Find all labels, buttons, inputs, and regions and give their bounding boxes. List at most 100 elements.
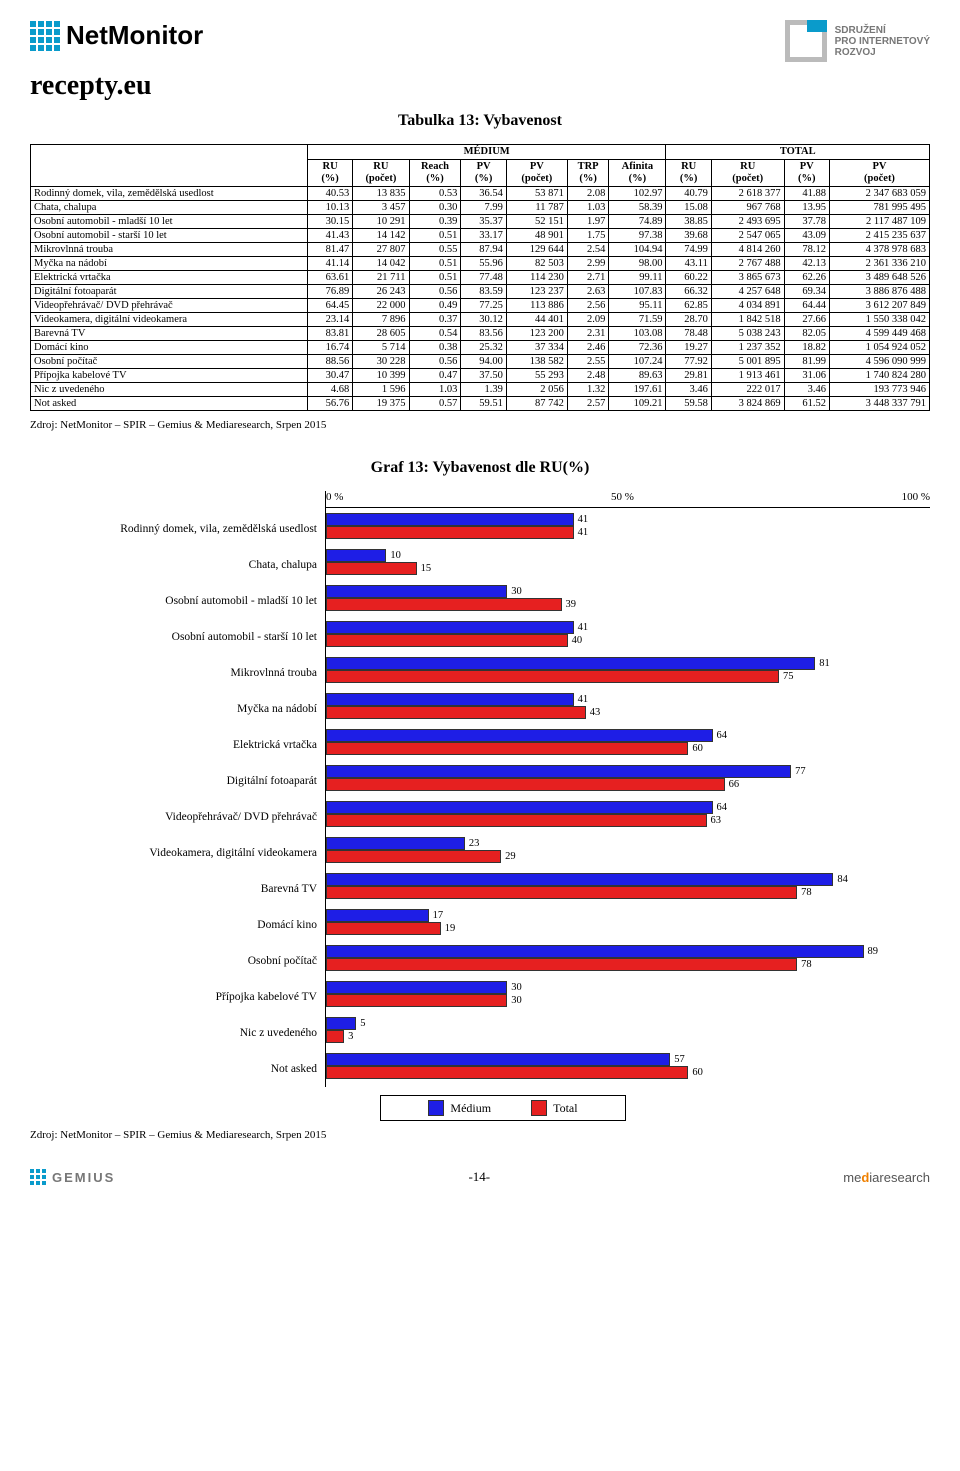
- footer-left-text: GEMIUS: [52, 1170, 115, 1185]
- legend-total-label: Total: [553, 1101, 578, 1116]
- cell: 0.51: [409, 257, 461, 271]
- axis-tick-100: 100 %: [902, 491, 930, 503]
- cell: 7.99: [461, 201, 506, 215]
- cell: 4 596 090 999: [829, 355, 929, 369]
- bar-total: [326, 958, 797, 971]
- footer-gemius-logo: GEMIUS: [30, 1169, 115, 1185]
- cell: 82 503: [506, 257, 567, 271]
- cell: 3.46: [666, 383, 711, 397]
- chart-category-label: Barevná TV: [30, 871, 325, 907]
- cell: 4 378 978 683: [829, 243, 929, 257]
- bar-value: 89: [868, 946, 879, 957]
- chart-category-label: Rodinný domek, vila, zemědělská usedlost: [30, 511, 325, 547]
- cell: 1 842 518: [711, 313, 784, 327]
- cell: 102.97: [609, 187, 666, 201]
- page-footer: GEMIUS -14- mediaresearch: [30, 1161, 930, 1185]
- cell: 35.37: [461, 215, 506, 229]
- cell: 3 824 869: [711, 397, 784, 411]
- chart-category-label: Přípojka kabelové TV: [30, 979, 325, 1015]
- cell: 62.26: [784, 271, 829, 285]
- footer-mediaresearch-logo: mediaresearch: [843, 1170, 930, 1185]
- netmonitor-logo: NetMonitor: [30, 20, 203, 51]
- cell: 19 375: [353, 397, 409, 411]
- chart: Rodinný domek, vila, zemědělská usedlost…: [30, 491, 930, 1087]
- cell: 0.53: [409, 187, 461, 201]
- row-label: Osobní automobil - mladší 10 let: [31, 215, 308, 229]
- cell: 40.53: [307, 187, 352, 201]
- cell: 3 448 337 791: [829, 397, 929, 411]
- cell: 78.48: [666, 327, 711, 341]
- footer-dots-icon: [30, 1169, 46, 1185]
- cell: 10 399: [353, 369, 409, 383]
- bar-total: [326, 670, 779, 683]
- cell: 56.76: [307, 397, 352, 411]
- bar-value: 63: [711, 815, 722, 826]
- chart-category-label: Videokamera, digitální videokamera: [30, 835, 325, 871]
- cell: 55 293: [506, 369, 567, 383]
- bar-medium: [326, 765, 791, 778]
- row-label: Elektrická vrtačka: [31, 271, 308, 285]
- bar-value: 66: [729, 779, 740, 790]
- bar-value: 57: [674, 1054, 685, 1065]
- cell: 2 347 683 059: [829, 187, 929, 201]
- cell: 40.79: [666, 187, 711, 201]
- cell: 82.05: [784, 327, 829, 341]
- cell: 2 361 336 210: [829, 257, 929, 271]
- bar-total: [326, 706, 586, 719]
- column-header: RU (počet): [353, 160, 409, 187]
- cell: 0.56: [409, 285, 461, 299]
- cell: 2 618 377: [711, 187, 784, 201]
- cell: 2.54: [567, 243, 609, 257]
- cell: 1 237 352: [711, 341, 784, 355]
- th-group-medium: MÉDIUM: [307, 145, 666, 160]
- cell: 109.21: [609, 397, 666, 411]
- cell: 13.95: [784, 201, 829, 215]
- bar-group: 1719: [326, 904, 930, 940]
- bar-total: [326, 742, 688, 755]
- table-row: Videopřehrávač/ DVD přehrávač64.4522 000…: [31, 299, 930, 313]
- cell: 104.94: [609, 243, 666, 257]
- cell: 0.54: [409, 327, 461, 341]
- chart-legend: Médium Total: [380, 1095, 626, 1121]
- cell: 42.13: [784, 257, 829, 271]
- cell: 4 257 648: [711, 285, 784, 299]
- cell: 2.31: [567, 327, 609, 341]
- axis-tick-0: 0 %: [326, 491, 343, 503]
- chart-x-axis: 0 % 50 % 100 %: [326, 491, 930, 508]
- cell: 2.99: [567, 257, 609, 271]
- bar-medium: [326, 693, 574, 706]
- bar-medium: [326, 585, 507, 598]
- bar-value: 78: [801, 887, 812, 898]
- cell: 77.25: [461, 299, 506, 313]
- cell: 61.52: [784, 397, 829, 411]
- page-number: -14-: [468, 1169, 490, 1185]
- cell: 1 913 461: [711, 369, 784, 383]
- bar-value: 30: [511, 995, 522, 1006]
- table-row: Mikrovlnná trouba81.4727 8070.5587.94129…: [31, 243, 930, 257]
- bar-medium: [326, 621, 574, 634]
- cell: 30.47: [307, 369, 352, 383]
- bar-group: 8175: [326, 652, 930, 688]
- row-label: Přípojka kabelové TV: [31, 369, 308, 383]
- bar-value: 30: [511, 586, 522, 597]
- cell: 2.71: [567, 271, 609, 285]
- axis-tick-50: 50 %: [611, 491, 634, 503]
- cell: 2.09: [567, 313, 609, 327]
- column-header: PV (%): [784, 160, 829, 187]
- bar-total: [326, 850, 501, 863]
- cell: 4.68: [307, 383, 352, 397]
- bar-value: 41: [578, 527, 589, 538]
- cell: 37 334: [506, 341, 567, 355]
- column-header: RU (%): [666, 160, 711, 187]
- cell: 52 151: [506, 215, 567, 229]
- cell: 76.89: [307, 285, 352, 299]
- cell: 781 995 495: [829, 201, 929, 215]
- cell: 138 582: [506, 355, 567, 369]
- bar-medium: [326, 837, 465, 850]
- cell: 38.85: [666, 215, 711, 229]
- spir-logo-text: SDRUŽENÍ PRO INTERNETOVÝ ROZVOJ: [835, 25, 930, 58]
- cell: 83.59: [461, 285, 506, 299]
- bar-value: 5: [360, 1018, 365, 1029]
- legend-total-swatch: [531, 1100, 547, 1116]
- cell: 2.08: [567, 187, 609, 201]
